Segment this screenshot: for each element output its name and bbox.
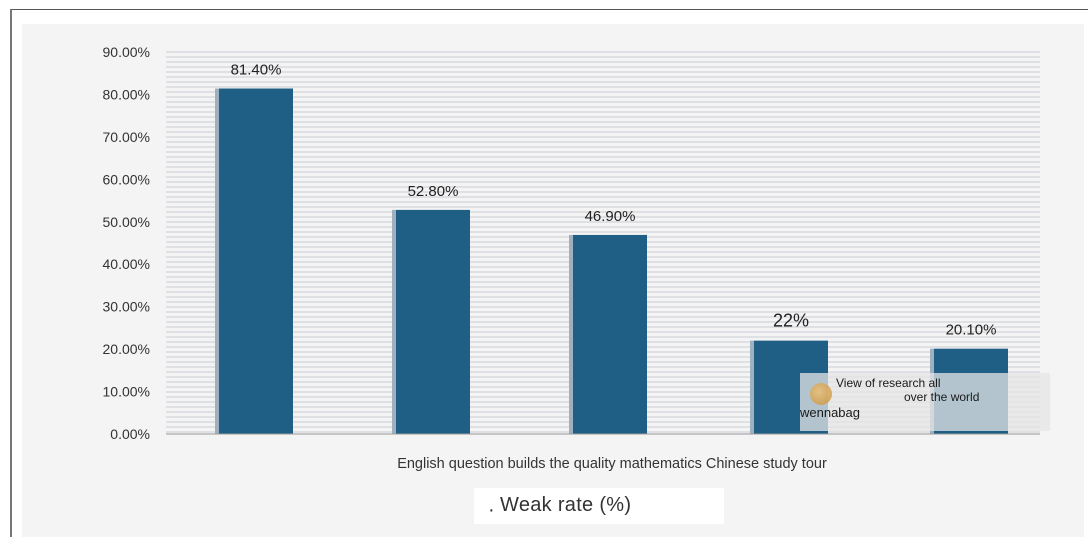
bar-shadow — [750, 340, 754, 434]
legend-marker: · — [488, 499, 495, 521]
legend: · Weak rate (%) — [474, 488, 724, 524]
chart-panel — [22, 24, 1084, 537]
top-border — [10, 9, 1088, 10]
watermark: View of research all over the world wenn… — [800, 373, 1050, 431]
y-tick-label: 50.00% — [103, 214, 150, 230]
bar — [219, 88, 293, 434]
left-border — [10, 9, 12, 537]
y-tick-label: 0.00% — [110, 426, 150, 442]
x-axis-caption: English question builds the quality math… — [397, 456, 827, 472]
watermark-line-3: wennabag — [800, 405, 860, 420]
watermark-background — [800, 373, 1050, 431]
y-tick-label: 90.00% — [103, 44, 150, 60]
y-tick-label: 20.00% — [103, 341, 150, 357]
bar-shadow — [392, 209, 396, 434]
legend-label: Weak rate (%) — [500, 494, 632, 516]
data-label: 81.40% — [231, 62, 282, 79]
data-label: 22% — [773, 311, 809, 331]
y-tick-label: 70.00% — [103, 129, 150, 145]
data-labels: 81.40% 52.80% 46.90% 22% 20.10% — [231, 62, 997, 339]
bar — [573, 234, 647, 434]
bar-shadow — [569, 234, 573, 434]
y-tick-label: 10.00% — [103, 384, 150, 400]
bar-shadow — [215, 88, 219, 434]
y-tick-label: 60.00% — [103, 171, 150, 187]
data-label: 46.90% — [585, 208, 636, 225]
bar — [396, 209, 470, 434]
watermark-logo-icon — [810, 383, 832, 405]
y-tick-label: 40.00% — [103, 256, 150, 272]
data-label: 52.80% — [408, 183, 459, 200]
y-tick-label: 80.00% — [103, 86, 150, 102]
y-axis-ticks: 0.00% 10.00% 20.00% 30.00% 40.00% 50.00% 60.00… — [103, 44, 150, 442]
watermark-line-2: over the world — [904, 390, 980, 404]
data-label: 20.10% — [946, 322, 997, 339]
y-tick-label: 30.00% — [103, 299, 150, 315]
watermark-line-1: View of research all — [836, 376, 941, 390]
